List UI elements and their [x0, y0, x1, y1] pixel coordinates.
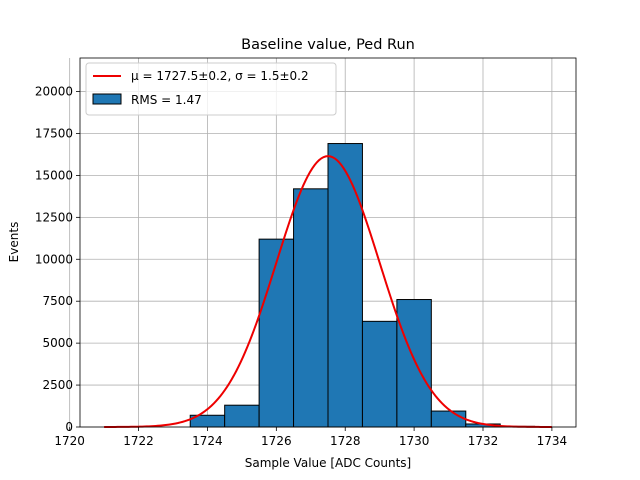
legend: μ = 1727.5±0.2, σ = 1.5±0.2 RMS = 1.47: [85, 62, 337, 116]
plot-frame: [79, 57, 577, 428]
chart-title: Baseline value, Ped Run: [241, 37, 415, 53]
y-tick-label: 0: [65, 420, 73, 434]
y-tick-label: 12500: [35, 210, 73, 224]
histogram-bar: [293, 188, 329, 428]
histogram-bars: [189, 143, 536, 428]
y-axis-ticks: 0 2500 5000 7500 10000 12500 15000 17500 20000: [35, 85, 80, 434]
y-tick-label: 17500: [35, 126, 73, 140]
gaussian-fit-line: [104, 155, 552, 428]
x-tick-label: 1722: [123, 434, 154, 448]
x-tick-label: 1732: [468, 434, 499, 448]
y-tick-label: 20000: [35, 85, 73, 99]
x-axis-label: Sample Value [ADC Counts]: [245, 456, 411, 470]
legend-hist-label: RMS = 1.47: [131, 93, 202, 107]
legend-fit-label: μ = 1727.5±0.2, σ = 1.5±0.2: [131, 69, 309, 83]
y-tick-label: 5000: [42, 336, 73, 350]
x-tick-label: 1726: [261, 434, 292, 448]
histogram-bar: [327, 143, 363, 428]
histogram-bar: [396, 299, 432, 428]
x-tick-label: 1728: [330, 434, 361, 448]
x-tick-label: 1720: [54, 434, 85, 448]
x-tick-label: 1724: [192, 434, 223, 448]
legend-hist-swatch: [92, 93, 122, 105]
y-tick-label: 2500: [42, 378, 73, 392]
y-tick-label: 7500: [42, 294, 73, 308]
histogram-bar: [361, 320, 398, 428]
histogram-bar: [224, 404, 260, 428]
x-tick-label: 1734: [537, 434, 568, 448]
x-tick-label: 1730: [399, 434, 430, 448]
x-axis-ticks: 1720 1722 1724 1726 1728 1730 1732 1734: [54, 427, 567, 448]
histogram-bar: [258, 238, 295, 428]
histogram-bar: [430, 410, 467, 428]
y-tick-label: 10000: [35, 252, 73, 266]
y-axis-label: Events: [7, 222, 21, 263]
y-tick-label: 15000: [35, 168, 73, 182]
legend-box: [85, 62, 337, 116]
